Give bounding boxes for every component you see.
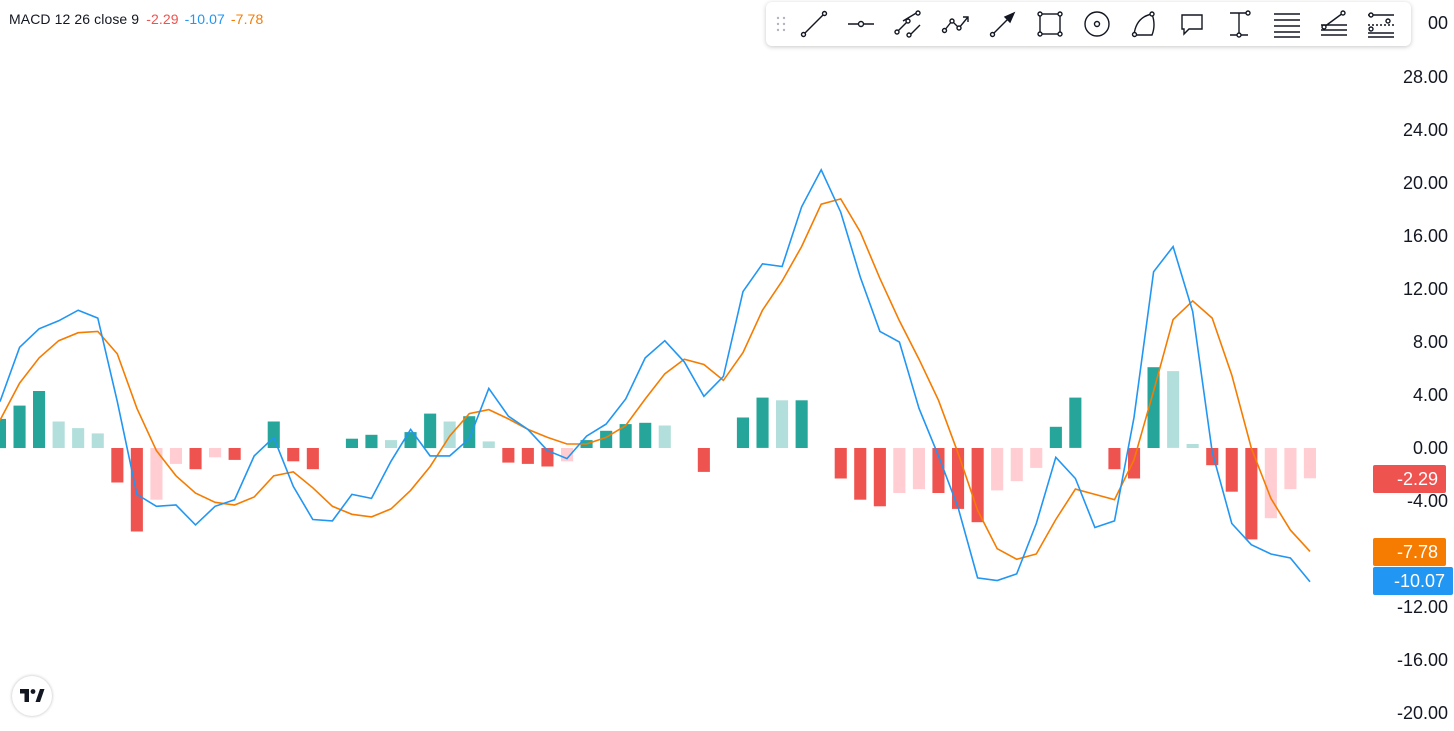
circle-icon[interactable] <box>1074 6 1121 42</box>
histogram-bar <box>72 428 85 448</box>
macd-last-value-badge: -10.07 <box>1373 567 1453 595</box>
histogram-bar <box>385 440 398 448</box>
histogram-bar <box>130 448 143 532</box>
histogram-bar <box>952 448 965 509</box>
tradingview-logo-icon[interactable] <box>12 676 52 716</box>
histogram-bar <box>932 448 945 493</box>
histogram-bar <box>345 438 358 448</box>
histogram-bar <box>1069 397 1082 448</box>
axis-label-12: 12.00 <box>1402 279 1448 299</box>
arc-icon[interactable] <box>1121 6 1168 42</box>
histogram-bar <box>52 421 65 448</box>
macd-value: -10.07 <box>184 11 225 27</box>
rectangle-icon[interactable] <box>1026 6 1073 42</box>
histogram-bar <box>736 417 749 448</box>
histogram-bar <box>619 424 632 448</box>
histogram-bar <box>639 422 652 448</box>
histogram-bar <box>1030 448 1043 468</box>
axis-label-top-partial: 00 <box>1427 13 1448 33</box>
histogram-bar <box>776 400 789 448</box>
axis-label-minus-20: -20.00 <box>1396 703 1448 723</box>
histogram-bar <box>267 421 280 448</box>
histogram-bar <box>1147 367 1160 448</box>
horizontal-ray-icon[interactable] <box>837 6 884 42</box>
histogram-bar <box>912 448 925 490</box>
polyline-icon[interactable] <box>932 6 979 42</box>
histogram-bar <box>1303 448 1316 479</box>
parallel-channel-icon[interactable] <box>885 6 932 42</box>
histogram-bar <box>1128 448 1141 479</box>
axis-label-0: 0.00 <box>1412 438 1448 458</box>
axis-label-minus-16: -16.00 <box>1396 650 1448 670</box>
drag-handle-icon[interactable] <box>772 14 790 34</box>
histogram-bar <box>795 400 808 448</box>
axis-label-minus-12: -12.00 <box>1396 597 1448 617</box>
histogram-bar <box>502 448 515 463</box>
histogram-bar <box>1245 448 1258 540</box>
histogram-bar <box>111 448 124 483</box>
histogram-bar <box>150 448 163 500</box>
trend-line-icon[interactable] <box>790 6 837 42</box>
fib-extension-icon[interactable] <box>1358 6 1405 42</box>
signal-line <box>0 197 1311 561</box>
axis-label-4: 4.00 <box>1412 385 1448 405</box>
histogram-bar <box>1284 448 1297 490</box>
price-range-icon[interactable] <box>1216 6 1263 42</box>
histogram-bar <box>482 441 495 448</box>
histogram-bar <box>893 448 906 493</box>
axis-label-28: 28.00 <box>1402 67 1448 87</box>
indicator-name: MACD 12 26 close 9 <box>9 11 140 27</box>
indicator-legend[interactable]: MACD 12 26 close 9 -2.29 -10.07 -7.78 <box>9 11 269 27</box>
histogram-value: -2.29 <box>146 11 179 27</box>
axis-label-8: 8.00 <box>1412 332 1448 352</box>
axis-label-24: 24.00 <box>1402 120 1448 140</box>
signal-value: -7.78 <box>230 11 264 27</box>
histogram-bar <box>658 425 671 448</box>
histogram-bar <box>13 405 26 448</box>
histogram-last-value-badge: -2.29 <box>1373 465 1446 493</box>
arrow-icon[interactable] <box>979 6 1026 42</box>
axis-label-20: 20.00 <box>1402 173 1448 193</box>
histogram-bar <box>1108 448 1121 470</box>
drawing-toolbar <box>766 2 1411 46</box>
histogram-bar <box>756 397 769 448</box>
histogram-bar <box>228 448 241 460</box>
macd-histogram <box>0 367 1316 540</box>
histogram-bar <box>991 448 1004 491</box>
histogram-bar <box>0 418 7 449</box>
histogram-bar <box>306 448 319 470</box>
histogram-bar <box>1225 448 1238 492</box>
axis-label-minus-4: -4.00 <box>1406 491 1448 511</box>
histogram-bar <box>1167 371 1180 448</box>
histogram-bar <box>287 448 300 462</box>
histogram-bar <box>854 448 867 500</box>
macd-line <box>0 167 1311 583</box>
histogram-bar <box>873 448 886 507</box>
histogram-bar <box>463 416 476 448</box>
histogram-bar <box>521 448 534 464</box>
histogram-bar <box>33 391 46 448</box>
histogram-bar <box>189 448 202 470</box>
histogram-bar <box>834 448 847 479</box>
histogram-bar <box>1049 426 1062 448</box>
histogram-bar <box>1264 448 1277 519</box>
histogram-bar <box>424 413 437 449</box>
fib-retracement-icon[interactable] <box>1263 6 1310 42</box>
signal-last-value-badge: -7.78 <box>1373 538 1446 566</box>
histogram-bar <box>1186 444 1199 448</box>
histogram-bar <box>91 433 104 448</box>
fib-fan-icon[interactable] <box>1310 6 1357 42</box>
histogram-bar <box>697 448 710 472</box>
histogram-bar <box>1010 448 1023 482</box>
axis-label-16: 16.00 <box>1402 226 1448 246</box>
histogram-bar <box>209 448 222 458</box>
histogram-bar <box>404 432 417 448</box>
callout-icon[interactable] <box>1168 6 1215 42</box>
histogram-bar <box>169 448 182 464</box>
histogram-bar <box>365 434 378 449</box>
